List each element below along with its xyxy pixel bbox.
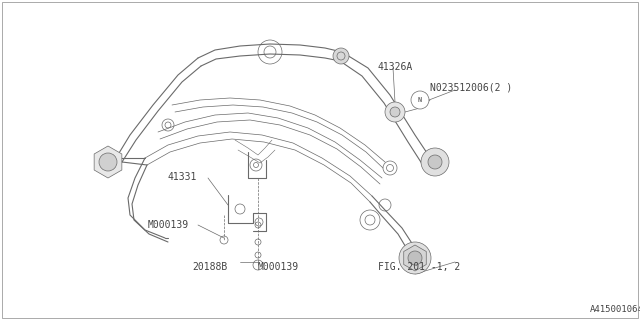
Circle shape (399, 242, 431, 274)
Text: FIG. 201 -1, 2: FIG. 201 -1, 2 (378, 262, 460, 272)
Circle shape (390, 107, 400, 117)
Text: 20188B: 20188B (192, 262, 227, 272)
Text: M000139: M000139 (258, 262, 299, 272)
Circle shape (408, 251, 422, 265)
Circle shape (385, 102, 405, 122)
Text: N023512006(2 ): N023512006(2 ) (430, 82, 512, 92)
Polygon shape (404, 245, 426, 271)
Circle shape (421, 148, 449, 176)
Text: N: N (418, 97, 422, 103)
Circle shape (428, 155, 442, 169)
Text: 41326A: 41326A (378, 62, 413, 72)
Circle shape (411, 91, 429, 109)
Text: M000139: M000139 (148, 220, 189, 230)
Text: A415001064: A415001064 (590, 305, 640, 314)
Circle shape (99, 153, 117, 171)
Text: 41331: 41331 (168, 172, 197, 182)
Polygon shape (94, 146, 122, 178)
Circle shape (333, 48, 349, 64)
